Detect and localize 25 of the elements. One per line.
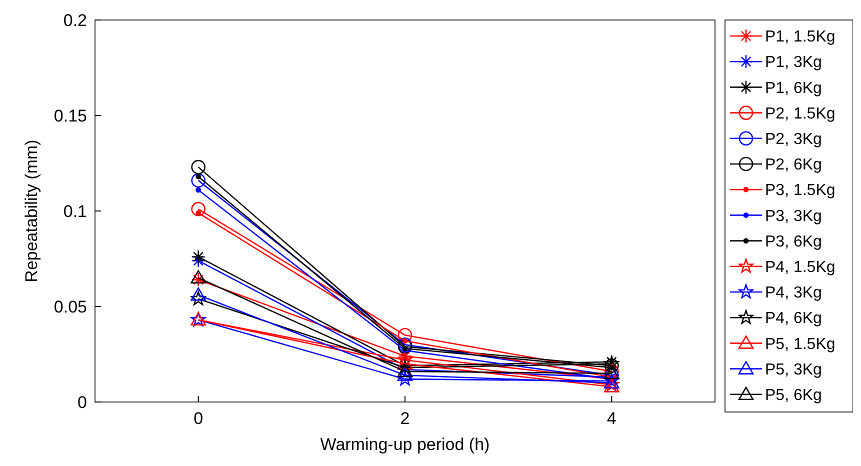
legend-label: P5, 6Kg	[765, 387, 822, 404]
x-tick-label: 4	[606, 409, 616, 428]
x-tick-label: 0	[194, 409, 204, 428]
legend-label: P3, 3Kg	[765, 208, 822, 225]
y-axis-title: Repeatability (mm)	[22, 140, 41, 282]
y-tick-label: 0.1	[63, 202, 87, 221]
legend-label: P5, 1.5Kg	[765, 336, 836, 353]
y-tick-label: 0.15	[54, 106, 87, 126]
legend-label: P5, 3Kg	[765, 361, 822, 378]
y-tick-label: 0.05	[54, 297, 87, 316]
y-tick-label: 0	[78, 392, 87, 412]
legend-label: P1, 1.5Kg	[765, 28, 836, 46]
x-tick-label: 2	[400, 409, 410, 428]
legend-label: P4, 1.5Kg	[765, 259, 836, 276]
legend-label: P4, 3Kg	[765, 284, 822, 302]
x-axis-title: Warming-up period (h)	[320, 435, 490, 454]
y-tick-label: 0.2	[63, 10, 87, 30]
legend-label: P3, 6Kg	[765, 233, 822, 250]
legend-label: P2, 6Kg	[765, 156, 822, 174]
legend-label: P4, 6Kg	[765, 310, 822, 328]
legend-label: P1, 3Kg	[765, 54, 822, 72]
legend-label: P1, 6Kg	[765, 80, 822, 97]
legend-label: P2, 1.5Kg	[765, 105, 836, 122]
legend-label: P3, 1.5Kg	[765, 182, 836, 200]
legend-label: P2, 3Kg	[765, 131, 822, 148]
